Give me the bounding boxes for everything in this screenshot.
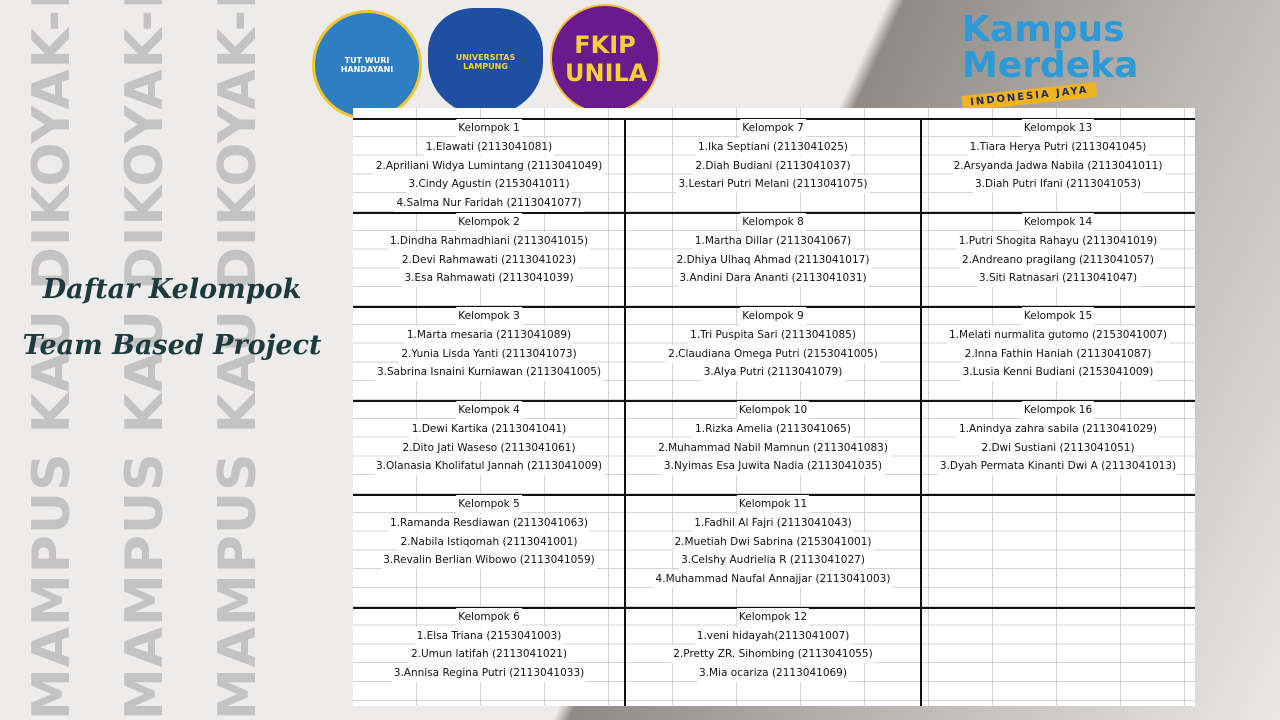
member: 3.Annisa Regina Putri (2113041033) xyxy=(391,664,587,683)
member: 2.Andreano pragilang (2113041057) xyxy=(960,250,1156,269)
member: 1.Rizka Amelia (2113041065) xyxy=(693,419,853,438)
member: 2.Umun latifah (2113041021) xyxy=(408,645,570,664)
member: 3.Nyimas Esa Juwita Nadia (2113041035) xyxy=(661,457,885,476)
logo-kampus-merdeka: Kampus Merdeka INDONESIA JAYA xyxy=(961,9,1152,112)
group-title: Kelompok 11 xyxy=(736,495,810,513)
member: 3.Dyah Permata Kinanti Dwi A (2113041013… xyxy=(937,457,1179,476)
group-title: Kelompok 4 xyxy=(456,401,522,419)
logo-tut-wuri: TUT WURI HANDAYANI xyxy=(312,10,422,120)
member: 3.Lestari Putri Melani (2113041075) xyxy=(676,175,870,194)
member: 1.Elsa Triana (2153041003) xyxy=(414,626,564,645)
member: 3.Cindy Agustin (2153041011) xyxy=(406,175,572,194)
member: 1.Dewi Kartika (2113041041) xyxy=(409,419,569,438)
member: 3.Revalin Berlian Wibowo (2113041059) xyxy=(381,551,597,570)
member: 3.Alya Putri (2113041079) xyxy=(701,363,845,382)
member: 1.Ramanda Resdiawan (2113041063) xyxy=(387,513,591,532)
member: 1.Dindha Rahmadhiani (2113041015) xyxy=(387,231,591,250)
group-title: Kelompok 13 xyxy=(1021,119,1095,137)
column-border xyxy=(624,119,626,706)
member: 4.Muhammad Naufal Annajjar (2113041003) xyxy=(653,570,893,589)
member: 2.Muhammad Nabil Mamnun (2113041083) xyxy=(656,438,890,457)
member: 2.Apriliani Widya Lumintang (2113041049) xyxy=(373,156,605,175)
member: 2.Dito Jati Waseso (2113041061) xyxy=(400,438,578,457)
member: 1.Ika Septiani (2113041025) xyxy=(696,137,850,156)
member: 1.Tiara Herya Putri (2113041045) xyxy=(967,137,1149,156)
member: 3.Celshy Audrielia R (2113041027) xyxy=(679,551,867,570)
group-title: Kelompok 15 xyxy=(1021,307,1095,325)
member: 2.Dwi Sustiani (2113041051) xyxy=(979,438,1137,457)
column-border xyxy=(920,119,922,706)
member: 1.Melati nurmalita gutomo (2153041007) xyxy=(947,325,1169,344)
member: 1.Putri Shogita Rahayu (2113041019) xyxy=(956,231,1160,250)
logo-text: Kampus Merdeka xyxy=(962,9,1139,86)
group-title: Kelompok 2 xyxy=(456,213,522,231)
group-title: Kelompok 14 xyxy=(1021,213,1095,231)
block-border xyxy=(921,494,1195,496)
title-line: Daftar Kelompok xyxy=(42,274,302,305)
logo-tagline: INDONESIA JAYA xyxy=(961,81,1098,112)
logo-fkip: FKIP UNILA xyxy=(550,4,660,114)
group-title: Kelompok 8 xyxy=(740,213,806,231)
logo-text: FKIP UNILA xyxy=(565,31,648,87)
group-title: Kelompok 5 xyxy=(456,495,522,513)
member: 1.veni hidayah(2113041007) xyxy=(694,626,852,645)
block-border xyxy=(921,606,1195,609)
member: 1.Martha Dillar (2113041067) xyxy=(692,231,854,250)
logo-text: UNIVERSITAS LAMPUNG xyxy=(455,53,516,71)
group-title: Kelompok 7 xyxy=(740,119,806,137)
member: 3.Diah Putri Ifani (2113041053) xyxy=(972,175,1144,194)
member: 3.Mia ocariza (2113041069) xyxy=(697,664,849,683)
member: 3.Lusia Kenni Budiani (2153041009) xyxy=(960,363,1156,382)
member: 2.Claudiana Omega Putri (2153041005) xyxy=(666,344,880,363)
member: 2.Yunia Lisda Yanti (2113041073) xyxy=(399,344,579,363)
group-title: Kelompok 6 xyxy=(456,607,522,626)
member: 1.Fadhil Al Fajri (2113041043) xyxy=(692,513,854,532)
member: 2.Inna Fathin Haniah (2113041087) xyxy=(962,344,1154,363)
group-title: Kelompok 10 xyxy=(736,401,810,419)
member: 2.Nabila Istiqomah (2113041001) xyxy=(398,532,580,551)
member: 3.Olanasia Kholifatul Jannah (2113041009… xyxy=(373,457,605,476)
member: 1.Anindya zahra sabila (2113041029) xyxy=(957,419,1159,438)
group-title: Kelompok 1 xyxy=(456,119,522,137)
member: 2.Diah Budiani (2113041037) xyxy=(693,156,853,175)
member: 2.Devi Rahmawati (2113041023) xyxy=(399,250,579,269)
group-title: Kelompok 16 xyxy=(1021,401,1095,419)
member: 3.Siti Ratnasari (2113041047) xyxy=(976,269,1140,288)
logo-unila: UNIVERSITAS LAMPUNG xyxy=(428,8,543,116)
member: 3.Esa Rahmawati (2113041039) xyxy=(402,269,576,288)
title-line: Team Based Project xyxy=(22,330,322,361)
member: 2.Arsyanda Jadwa Nabila (2113041011) xyxy=(951,156,1165,175)
member: 2.Dhiya Ulhaq Ahmad (2113041017) xyxy=(674,250,872,269)
logo-text: TUT WURI HANDAYANI xyxy=(340,56,394,74)
member: 2.Muetiah Dwi Sabrina (2153041001) xyxy=(672,532,874,551)
spreadsheet: Kelompok 1 1.Elawati (2113041081) 2.Aprili… xyxy=(353,108,1195,706)
member: 3.Sabrina Isnaini Kurniawan (2113041005) xyxy=(374,363,604,382)
member: 2.Pretty ZR. Sihombing (2113041055) xyxy=(671,645,875,664)
group-title: Kelompok 3 xyxy=(456,307,522,325)
member: 4.Salma Nur Faridah (2113041077) xyxy=(394,194,584,213)
member: 1.Elawati (2113041081) xyxy=(423,137,555,156)
member: 1.Tri Puspita Sari (2113041085) xyxy=(688,325,858,344)
group-title: Kelompok 12 xyxy=(736,607,810,626)
group-title: Kelompok 9 xyxy=(740,307,806,325)
member: 3.Andini Dara Ananti (2113041031) xyxy=(677,269,869,288)
member: 1.Marta mesaria (2113041089) xyxy=(404,325,574,344)
